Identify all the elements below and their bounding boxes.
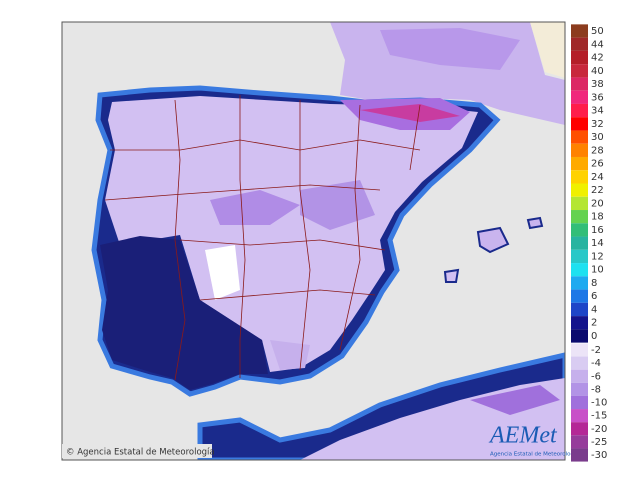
legend: 5044424038363432302826242220181614121086…	[571, 24, 607, 462]
boundary	[239, 95, 246, 378]
legend-swatch	[571, 236, 588, 250]
boundary	[179, 239, 386, 251]
legend-swatch	[571, 103, 588, 118]
credit: © Agencia Estatal de Meteorología	[66, 448, 215, 458]
boundary	[174, 99, 186, 381]
legend-swatch	[571, 276, 588, 290]
legend-swatch	[571, 382, 588, 396]
sierra-nevada	[270, 340, 310, 370]
legend-label: 8	[591, 278, 597, 289]
legend-label: 36	[591, 92, 604, 103]
legend-swatch	[571, 395, 588, 410]
legend-swatch	[571, 210, 588, 224]
legend-label: 16	[591, 225, 604, 236]
boundary	[339, 104, 361, 351]
mild-patch	[205, 245, 240, 300]
legend-swatch	[571, 329, 588, 343]
legend-swatch	[571, 117, 588, 131]
legend-swatch	[571, 90, 588, 104]
legend-swatch	[571, 249, 588, 264]
legend-swatch	[571, 50, 588, 65]
legend-label: 38	[591, 79, 604, 90]
legend-swatch	[571, 24, 588, 38]
legend-label: 6	[591, 291, 597, 302]
legend-label: 22	[591, 185, 604, 196]
boundary	[409, 104, 421, 171]
legend-label: 2	[591, 318, 597, 329]
legend-swatch	[571, 183, 588, 197]
legend-label: 44	[591, 39, 604, 50]
ibiza	[443, 268, 460, 283]
legend-swatch	[571, 422, 588, 436]
legend-label: -6	[591, 371, 601, 382]
boundary	[104, 184, 381, 201]
logo-brand: AEMet	[488, 423, 558, 449]
legend-label: 18	[591, 212, 604, 223]
legend-label: 32	[591, 119, 604, 130]
legend-label: -2	[591, 345, 601, 356]
interior	[105, 96, 478, 372]
legend-label: -8	[591, 384, 601, 395]
central-system	[210, 190, 300, 225]
legend-swatch	[571, 196, 588, 211]
legend-label: 34	[591, 106, 604, 117]
credit-box	[62, 444, 212, 458]
legend-label: -20	[591, 424, 607, 435]
legend-swatch	[571, 316, 588, 330]
boundary	[110, 139, 421, 151]
legend-label: -25	[591, 437, 607, 448]
boundary	[199, 289, 376, 301]
legend-swatch	[571, 369, 588, 383]
legend-label: 14	[591, 238, 604, 249]
legend-label: 50	[591, 26, 604, 37]
boundaries	[104, 95, 421, 381]
legend-label: 10	[591, 265, 604, 276]
legend-swatch	[571, 130, 588, 144]
legend-swatch	[571, 302, 588, 317]
iberian-system	[300, 180, 375, 230]
legend-swatch	[571, 223, 588, 237]
menorca	[526, 216, 544, 230]
legend-swatch	[571, 289, 588, 303]
legend-label: 26	[591, 159, 604, 170]
legend-label: 40	[591, 66, 604, 77]
legend-swatch	[571, 343, 588, 357]
legend-label: 12	[591, 251, 604, 262]
legend-swatch	[571, 356, 588, 370]
legend-label: 20	[591, 198, 604, 209]
map-area	[62, 22, 565, 460]
legend-label: 24	[591, 172, 604, 183]
legend-label: 42	[591, 53, 604, 64]
pyrenees-core	[360, 104, 460, 122]
legend-swatch	[571, 143, 588, 157]
land-warm	[530, 22, 565, 78]
legend-swatch	[571, 37, 588, 51]
map-frame	[61, 21, 566, 461]
legend-label: -10	[591, 398, 607, 409]
logo-caption: Agencia Estatal de Meteorología	[490, 451, 579, 458]
legend-label: -4	[591, 358, 601, 369]
legend-label: -30	[591, 450, 607, 461]
legend-swatch	[571, 448, 588, 462]
relief	[380, 28, 520, 70]
legend-swatch	[571, 156, 588, 171]
legend-swatch	[571, 409, 588, 423]
legend-swatch	[571, 263, 588, 277]
legend-swatch	[571, 170, 588, 184]
legend-label: 4	[591, 304, 597, 315]
legend-label: -15	[591, 411, 607, 422]
legend-swatch	[571, 64, 588, 78]
boundary	[299, 100, 311, 371]
legend-label: 30	[591, 132, 604, 143]
legend-swatch	[571, 435, 588, 449]
legend-swatch	[571, 77, 588, 91]
legend-label: 28	[591, 145, 604, 156]
atlas-relief	[470, 385, 560, 415]
legend-label: 0	[591, 331, 597, 342]
mallorca	[476, 226, 510, 254]
